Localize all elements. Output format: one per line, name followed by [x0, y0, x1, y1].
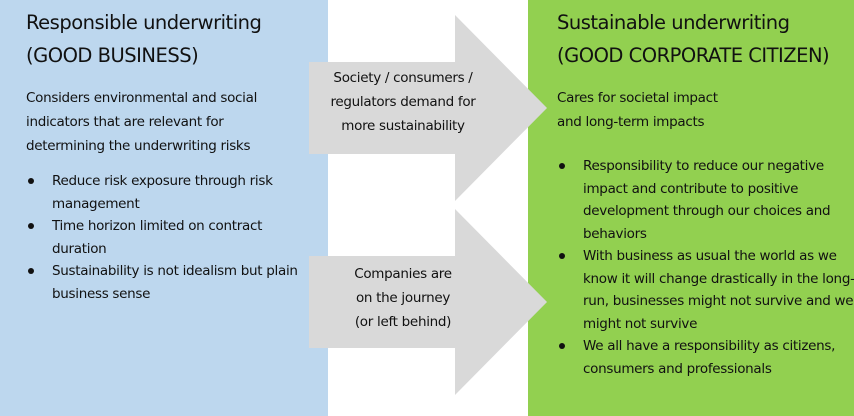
bullet-text: Sustainability is not idealism but plain…: [52, 263, 298, 302]
arrow-label-line-2: on the journey: [355, 290, 451, 306]
bullet-icon: [559, 163, 565, 169]
list-item: Sustainability is not idealism but plain…: [26, 260, 302, 305]
responsible-underwriting-panel: Responsible underwriting (GOOD BUSINESS)…: [0, 0, 328, 416]
intro-line-1: Considers environmental and social: [26, 90, 258, 106]
companies-journey-arrow: Companies are on the journey (or left be…: [309, 209, 547, 395]
society-demand-arrow: Society / consumers / regulators demand …: [309, 15, 547, 201]
arrow-label-line-1: Companies are: [354, 266, 452, 282]
arrow-label: Companies are on the journey (or left be…: [309, 262, 497, 334]
sustainable-underwriting-bullets: Responsibility to reduce our negative im…: [557, 155, 854, 380]
arrow-label-line-3: (or left behind): [354, 314, 452, 330]
bullet-text: Time horizon limited on contract duratio…: [52, 218, 263, 257]
list-item: We all have a responsibility as citizens…: [557, 335, 854, 380]
bullet-icon: [28, 223, 34, 229]
intro-line-2: indicators that are relevant for: [26, 114, 224, 130]
intro-line-2: and long-term impacts: [557, 114, 705, 130]
bullet-text: Reduce risk exposure through risk manage…: [52, 173, 273, 212]
title-line-2: (GOOD BUSINESS): [26, 44, 199, 67]
bullet-icon: [559, 343, 565, 349]
responsible-underwriting-bullets: Reduce risk exposure through risk manage…: [26, 170, 328, 305]
list-item: Reduce risk exposure through risk manage…: [26, 170, 302, 215]
intro-line-3: determining the underwriting risks: [26, 138, 251, 154]
bullet-icon: [28, 268, 34, 274]
title-line-1: Responsible underwriting: [26, 11, 262, 34]
bullet-text: We all have a responsibility as citizens…: [583, 338, 836, 377]
bullet-text: With business as usual the world as we k…: [583, 248, 854, 332]
arrow-label-line-1: Society / consumers /: [333, 70, 473, 86]
list-item: Responsibility to reduce our negative im…: [557, 155, 854, 245]
title-line-1: Sustainable underwriting: [557, 11, 790, 34]
responsible-underwriting-title: Responsible underwriting (GOOD BUSINESS): [26, 6, 328, 72]
sustainable-underwriting-title: Sustainable underwriting (GOOD CORPORATE…: [557, 6, 854, 72]
arrow-label-line-2: regulators demand for: [330, 94, 476, 110]
sustainable-underwriting-intro: Cares for societal impact and long-term …: [557, 86, 854, 134]
arrow-label-line-3: more sustainability: [341, 118, 465, 134]
responsible-underwriting-intro: Considers environmental and social indic…: [26, 86, 328, 158]
list-item: With business as usual the world as we k…: [557, 245, 854, 335]
list-item: Time horizon limited on contract duratio…: [26, 215, 302, 260]
sustainable-underwriting-panel: Sustainable underwriting (GOOD CORPORATE…: [528, 0, 854, 416]
right-arrow-icon: [309, 209, 547, 395]
title-line-2: (GOOD CORPORATE CITIZEN): [557, 44, 830, 67]
right-arrow-icon: [309, 15, 547, 201]
bullet-icon: [559, 253, 565, 259]
intro-line-1: Cares for societal impact: [557, 90, 718, 106]
arrow-label: Society / consumers / regulators demand …: [309, 66, 497, 138]
bullet-text: Responsibility to reduce our negative im…: [583, 158, 831, 242]
bullet-icon: [28, 178, 34, 184]
